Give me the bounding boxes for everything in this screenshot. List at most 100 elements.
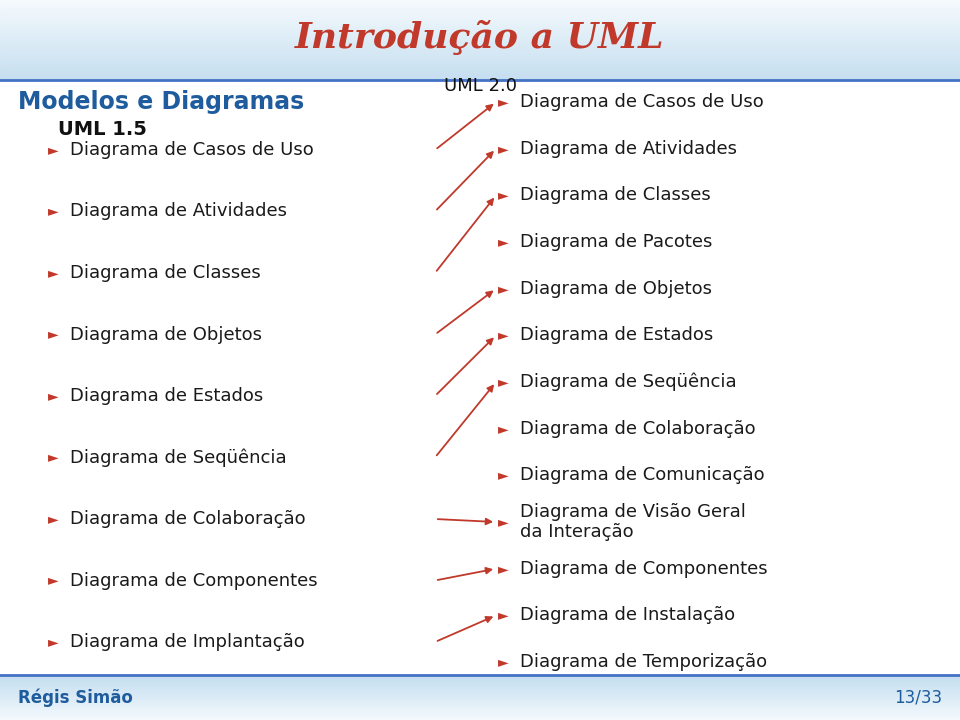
- Bar: [0, 677, 960, 678]
- Bar: [0, 23, 960, 24]
- Bar: [0, 64, 960, 65]
- Bar: [0, 694, 960, 695]
- Bar: [0, 27, 960, 28]
- Bar: [0, 710, 960, 711]
- Text: ►: ►: [498, 282, 509, 296]
- Bar: [0, 34, 960, 35]
- Text: ►: ►: [498, 95, 509, 109]
- Bar: [0, 58, 960, 59]
- Bar: [0, 18, 960, 19]
- Bar: [0, 692, 960, 693]
- Text: Diagrama de Objetos: Diagrama de Objetos: [520, 279, 712, 297]
- Bar: [0, 44, 960, 45]
- Bar: [0, 704, 960, 705]
- Text: Diagrama de Instalação: Diagrama de Instalação: [520, 606, 735, 624]
- Bar: [0, 57, 960, 58]
- Bar: [0, 59, 960, 60]
- Bar: [0, 699, 960, 700]
- Bar: [0, 719, 960, 720]
- Bar: [0, 33, 960, 34]
- Text: Diagrama de Estados: Diagrama de Estados: [70, 387, 263, 405]
- Text: Diagrama de Classes: Diagrama de Classes: [70, 264, 261, 282]
- Bar: [0, 48, 960, 49]
- Bar: [0, 76, 960, 77]
- Text: ►: ►: [498, 608, 509, 622]
- Bar: [0, 680, 960, 681]
- Bar: [0, 66, 960, 67]
- Bar: [0, 682, 960, 683]
- Bar: [0, 700, 960, 701]
- Bar: [0, 687, 960, 688]
- Bar: [0, 706, 960, 707]
- Bar: [0, 3, 960, 4]
- Text: Régis Simão: Régis Simão: [18, 689, 132, 707]
- Text: Diagrama de Visão Geral
da Interação: Diagrama de Visão Geral da Interação: [520, 503, 746, 541]
- Bar: [0, 72, 960, 73]
- Text: ►: ►: [498, 515, 509, 529]
- Bar: [0, 4, 960, 5]
- Bar: [0, 24, 960, 25]
- Text: ►: ►: [48, 328, 59, 341]
- Bar: [0, 679, 960, 680]
- Bar: [0, 696, 960, 697]
- Text: ►: ►: [48, 266, 59, 280]
- Text: ►: ►: [48, 574, 59, 588]
- Text: Diagrama de Componentes: Diagrama de Componentes: [70, 572, 318, 590]
- Text: ►: ►: [498, 235, 509, 249]
- Text: ►: ►: [498, 655, 509, 669]
- Text: UML 2.0: UML 2.0: [444, 77, 516, 95]
- Text: ►: ►: [498, 422, 509, 436]
- Bar: [0, 15, 960, 16]
- Bar: [0, 53, 960, 54]
- Bar: [0, 79, 960, 80]
- Text: ►: ►: [48, 389, 59, 403]
- Text: Diagrama de Comunicação: Diagrama de Comunicação: [520, 467, 764, 485]
- Bar: [0, 684, 960, 685]
- Bar: [0, 73, 960, 74]
- Bar: [0, 61, 960, 62]
- Bar: [0, 0, 960, 1]
- Bar: [0, 714, 960, 715]
- Bar: [0, 12, 960, 13]
- Bar: [0, 77, 960, 78]
- Bar: [0, 30, 960, 31]
- Bar: [0, 52, 960, 53]
- Bar: [0, 21, 960, 22]
- Text: Diagrama de Colaboração: Diagrama de Colaboração: [520, 420, 756, 438]
- Bar: [0, 68, 960, 69]
- Text: ►: ►: [498, 142, 509, 156]
- Bar: [0, 6, 960, 7]
- Bar: [0, 20, 960, 21]
- Bar: [0, 62, 960, 63]
- Bar: [0, 16, 960, 17]
- Bar: [0, 39, 960, 40]
- Text: ►: ►: [498, 328, 509, 342]
- Bar: [0, 688, 960, 689]
- Bar: [0, 71, 960, 72]
- Bar: [0, 42, 960, 43]
- Bar: [0, 718, 960, 719]
- Bar: [0, 26, 960, 27]
- Bar: [0, 70, 960, 71]
- Bar: [0, 11, 960, 12]
- Text: ►: ►: [498, 189, 509, 202]
- Text: Diagrama de Implantação: Diagrama de Implantação: [70, 633, 304, 651]
- Bar: [0, 29, 960, 30]
- Bar: [0, 702, 960, 703]
- Bar: [0, 41, 960, 42]
- Text: Diagrama de Casos de Uso: Diagrama de Casos de Uso: [70, 141, 314, 159]
- Bar: [0, 45, 960, 46]
- Bar: [0, 2, 960, 3]
- Bar: [0, 50, 960, 51]
- Bar: [0, 695, 960, 696]
- Text: Diagrama de Temporização: Diagrama de Temporização: [520, 653, 767, 671]
- Bar: [0, 14, 960, 15]
- Text: Diagrama de Seqüência: Diagrama de Seqüência: [70, 449, 287, 467]
- Bar: [0, 31, 960, 32]
- Bar: [0, 35, 960, 36]
- Bar: [0, 74, 960, 75]
- Bar: [0, 713, 960, 714]
- Bar: [0, 701, 960, 702]
- Bar: [0, 7, 960, 8]
- Bar: [0, 17, 960, 18]
